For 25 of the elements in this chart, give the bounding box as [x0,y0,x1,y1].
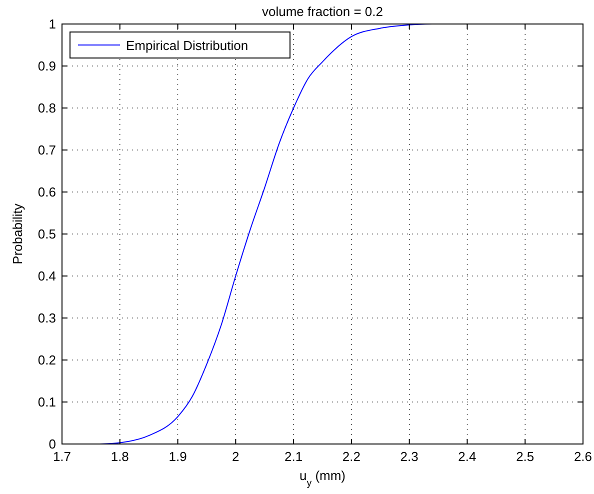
x-axis-title: u$_{y}$ (mm) [299,468,346,488]
x-tick-label: 2.5 [516,449,534,464]
y-axis-title: Probability [10,203,25,264]
x-tick-label: 2.4 [458,449,476,464]
y-tick-label: 0.9 [38,58,56,74]
x-tick-label: 1.7 [52,449,72,464]
y-tick-label: 0.7 [38,142,56,158]
x-tick-label: 1.9 [168,449,187,464]
y-tick-label: 0.2 [38,352,56,368]
y-tick-label: 0.5 [38,226,56,242]
x-tick-label: 2.1 [284,449,303,464]
legend-label: Empirical Distribution [126,38,248,53]
y-tick-label: 0.4 [38,268,56,284]
y-tick-label: 0.6 [38,184,56,200]
x-tick-label: 1.8 [110,449,129,464]
x-tick-label: 2 [232,449,240,464]
x-tick-label: 2.3 [400,449,418,464]
chart-title: volume fraction = 0.2 [262,4,384,19]
x-tick-label: 2.6 [574,449,592,464]
y-tick-label: 0.1 [38,394,56,410]
y-tick-label: 0.8 [38,100,56,116]
x-tick-label: 2.2 [342,449,360,464]
y-tick-label: 0 [48,436,56,452]
y-tick-label: 0.3 [38,310,56,326]
y-tick-label: 1 [48,16,56,32]
